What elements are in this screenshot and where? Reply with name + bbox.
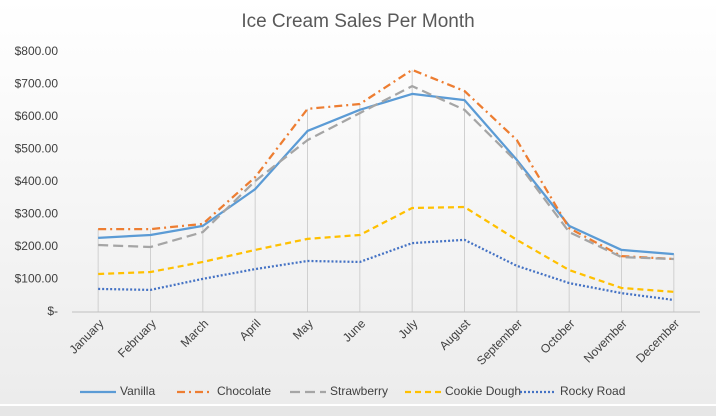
legend-label: Strawberry <box>330 384 388 398</box>
legend-label: Chocolate <box>217 384 271 398</box>
y-tick-label: $- <box>47 304 58 318</box>
legend-label: Vanilla <box>120 384 155 398</box>
y-tick-label: $100.00 <box>15 272 59 286</box>
series-line <box>98 205 674 293</box>
y-tick-label: $300.00 <box>15 207 59 221</box>
legend-label: Rocky Road <box>560 384 625 398</box>
series-line <box>98 238 674 302</box>
series-line <box>98 92 674 256</box>
y-tick-label: $700.00 <box>15 77 59 91</box>
legend-label: Cookie Dough <box>445 384 521 398</box>
series-line <box>98 85 674 261</box>
bottom-bar <box>0 406 716 416</box>
y-tick-label: $600.00 <box>15 109 59 123</box>
background <box>0 0 716 404</box>
y-tick-label: $400.00 <box>15 174 59 188</box>
y-tick-label: $200.00 <box>15 239 59 253</box>
series-line <box>98 68 674 261</box>
y-tick-label: $500.00 <box>15 142 59 156</box>
y-tick-label: $800.00 <box>15 44 59 58</box>
chart-title: Ice Cream Sales Per Month <box>241 11 474 32</box>
